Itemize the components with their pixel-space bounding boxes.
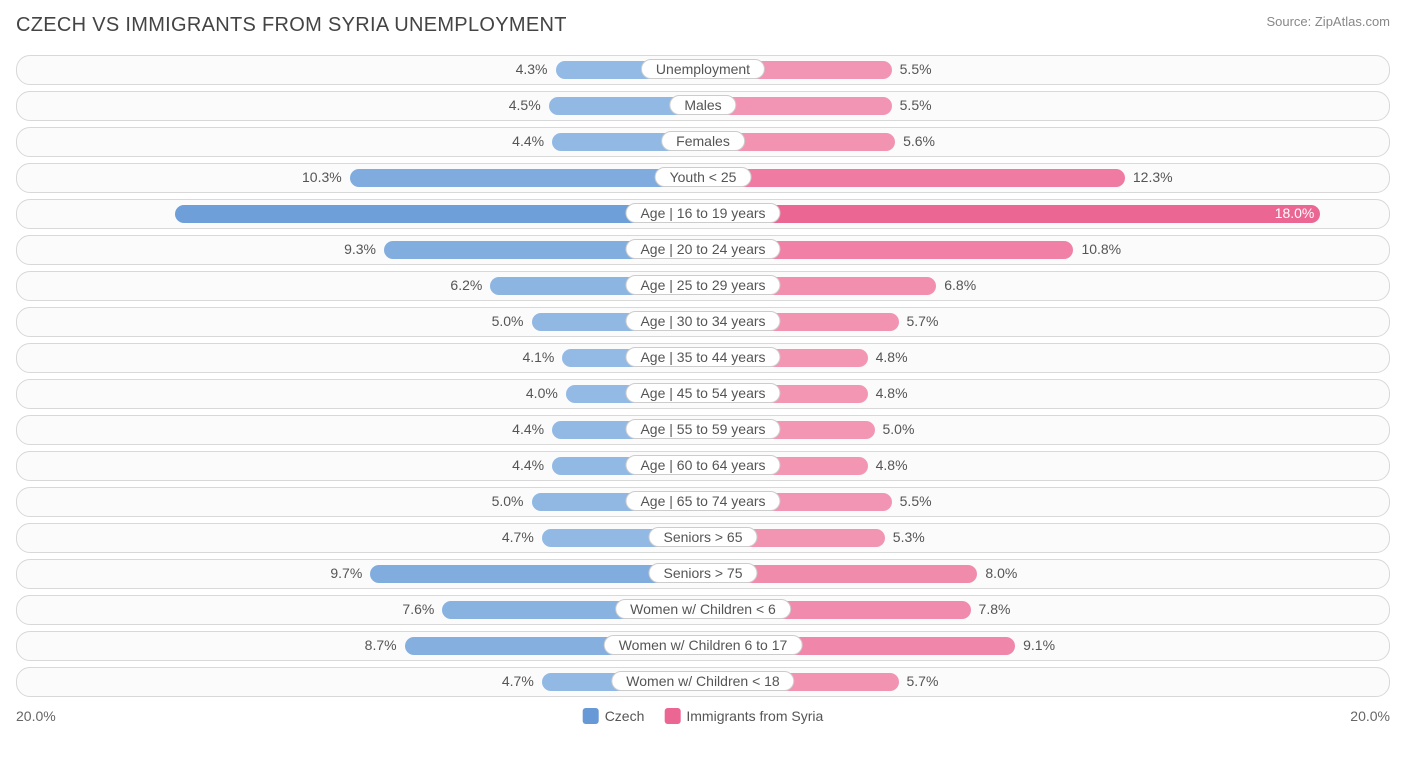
category-label: Males [669, 95, 736, 115]
value-label-czech: 5.0% [492, 313, 524, 329]
value-label-czech: 8.7% [365, 637, 397, 653]
category-label: Seniors > 65 [649, 527, 758, 547]
chart-row: 9.3% 10.8% Age | 20 to 24 years [16, 235, 1390, 265]
legend-swatch-syria [664, 708, 680, 724]
category-label: Age | 16 to 19 years [625, 203, 780, 223]
chart-row: 4.0% 4.8% Age | 45 to 54 years [16, 379, 1390, 409]
value-label-czech: 4.7% [502, 529, 534, 545]
chart-row: 4.4% 5.0% Age | 55 to 59 years [16, 415, 1390, 445]
value-label-czech: 6.2% [450, 277, 482, 293]
value-label-syria: 5.5% [900, 61, 932, 77]
chart-row: 4.1% 4.8% Age | 35 to 44 years [16, 343, 1390, 373]
value-label-syria: 5.7% [907, 673, 939, 689]
category-label: Women w/ Children 6 to 17 [604, 635, 803, 655]
category-label: Unemployment [641, 59, 765, 79]
value-label-czech: 9.7% [330, 565, 362, 581]
bar-czech [350, 169, 703, 187]
chart-row: 7.6% 7.8% Women w/ Children < 6 [16, 595, 1390, 625]
value-label-syria: 5.5% [900, 493, 932, 509]
category-label: Females [661, 131, 745, 151]
legend: Czech Immigrants from Syria [583, 708, 824, 724]
chart-row: 10.3% 12.3% Youth < 25 [16, 163, 1390, 193]
bar-syria: 18.0% [703, 205, 1320, 223]
value-label-czech: 4.4% [512, 133, 544, 149]
chart-row: 15.4% 18.0% Age | 16 to 19 years [16, 199, 1390, 229]
category-label: Age | 55 to 59 years [625, 419, 780, 439]
value-label-czech: 4.3% [516, 61, 548, 77]
value-label-syria: 12.3% [1133, 169, 1173, 185]
chart-row: 8.7% 9.1% Women w/ Children 6 to 17 [16, 631, 1390, 661]
chart-body: 4.3% 5.5% Unemployment 4.5% 5.5% Males 4.4% 5.6… [16, 55, 1390, 697]
value-label-czech: 4.0% [526, 385, 558, 401]
legend-swatch-czech [583, 708, 599, 724]
chart-row: 4.4% 4.8% Age | 60 to 64 years [16, 451, 1390, 481]
category-label: Age | 35 to 44 years [625, 347, 780, 367]
value-label-syria: 9.1% [1023, 637, 1055, 653]
legend-item-syria: Immigrants from Syria [664, 708, 823, 724]
chart-row: 4.5% 5.5% Males [16, 91, 1390, 121]
legend-item-czech: Czech [583, 708, 645, 724]
value-label-syria: 5.3% [893, 529, 925, 545]
value-label-czech: 4.5% [509, 97, 541, 113]
category-label: Age | 45 to 54 years [625, 383, 780, 403]
chart-source: Source: ZipAtlas.com [1266, 14, 1390, 29]
value-label-czech: 4.4% [512, 457, 544, 473]
chart-row: 4.3% 5.5% Unemployment [16, 55, 1390, 85]
chart-row: 4.7% 5.7% Women w/ Children < 18 [16, 667, 1390, 697]
value-label-czech: 4.4% [512, 421, 544, 437]
value-label-syria: 4.8% [876, 349, 908, 365]
chart-footer: 20.0% Czech Immigrants from Syria 20.0% [16, 703, 1390, 729]
chart-row: 4.7% 5.3% Seniors > 65 [16, 523, 1390, 553]
value-label-syria: 6.8% [944, 277, 976, 293]
value-label-syria: 5.0% [883, 421, 915, 437]
chart-header: CZECH VS IMMIGRANTS FROM SYRIA UNEMPLOYM… [16, 14, 1390, 37]
value-label-czech: 5.0% [492, 493, 524, 509]
chart-row: 6.2% 6.8% Age | 25 to 29 years [16, 271, 1390, 301]
category-label: Age | 20 to 24 years [625, 239, 780, 259]
legend-label-czech: Czech [605, 708, 645, 724]
value-label-czech: 10.3% [302, 169, 342, 185]
axis-max-right: 20.0% [1350, 708, 1390, 724]
category-label: Youth < 25 [655, 167, 752, 187]
chart-row: 5.0% 5.7% Age | 30 to 34 years [16, 307, 1390, 337]
chart-row: 5.0% 5.5% Age | 65 to 74 years [16, 487, 1390, 517]
category-label: Women w/ Children < 18 [611, 671, 794, 691]
category-label: Age | 65 to 74 years [625, 491, 780, 511]
value-label-syria: 5.5% [900, 97, 932, 113]
value-label-czech: 7.6% [402, 601, 434, 617]
chart-row: 9.7% 8.0% Seniors > 75 [16, 559, 1390, 589]
category-label: Age | 30 to 34 years [625, 311, 780, 331]
category-label: Seniors > 75 [649, 563, 758, 583]
value-label-syria: 4.8% [876, 385, 908, 401]
value-label-syria: 5.6% [903, 133, 935, 149]
value-label-czech: 9.3% [344, 241, 376, 257]
bar-czech: 15.4% [175, 205, 703, 223]
category-label: Age | 60 to 64 years [625, 455, 780, 475]
value-label-syria: 8.0% [985, 565, 1017, 581]
value-label-czech: 4.1% [522, 349, 554, 365]
category-label: Women w/ Children < 6 [615, 599, 791, 619]
value-label-syria: 5.7% [907, 313, 939, 329]
value-label-syria: 18.0% [1275, 205, 1315, 221]
bar-syria [703, 169, 1125, 187]
category-label: Age | 25 to 29 years [625, 275, 780, 295]
chart-title: CZECH VS IMMIGRANTS FROM SYRIA UNEMPLOYM… [16, 14, 567, 37]
chart-row: 4.4% 5.6% Females [16, 127, 1390, 157]
legend-label-syria: Immigrants from Syria [686, 708, 823, 724]
value-label-syria: 10.8% [1081, 241, 1121, 257]
value-label-czech: 4.7% [502, 673, 534, 689]
axis-max-left: 20.0% [16, 708, 56, 724]
value-label-syria: 4.8% [876, 457, 908, 473]
value-label-syria: 7.8% [979, 601, 1011, 617]
